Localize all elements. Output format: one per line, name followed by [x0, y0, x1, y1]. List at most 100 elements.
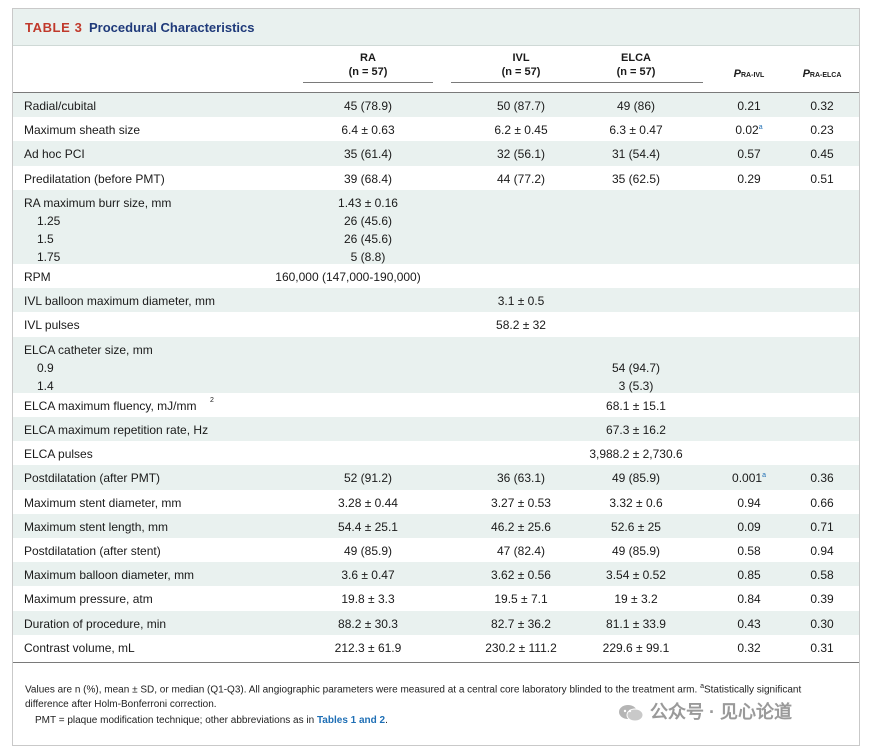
table-row: Contrast volume, mL 212.3 ± 61.9 230.2 ± 1… [13, 635, 859, 659]
cell-ivl: 230.2 ± 111.2 [485, 640, 557, 655]
cell-p2: 0.94 [810, 544, 834, 558]
cell-ivl: 46.2 ± 25.6 [491, 519, 551, 534]
cell-p1: 0.94 [737, 495, 761, 510]
table-row: ELCA pulses 3,988.2 ± 2,730.6 [13, 441, 859, 465]
col-header-p-ra-ivl: PRA-IVL [733, 68, 765, 80]
cell-ivl: 36 (63.1) [496, 471, 546, 486]
cell-p2: 0.36 [810, 471, 834, 486]
significance-marker: a [762, 472, 766, 480]
cell-ivl: 3.27 ± 0.53 [491, 495, 551, 510]
cell-elca: 52.6 ± 25 [611, 519, 661, 534]
cell-p1: 0.29 [737, 171, 761, 186]
table-row: Radial/cubital 45 (78.9) 50 (87.7) 49 (86) 0… [13, 93, 859, 118]
cell-ivl: 32 (56.1) [496, 147, 546, 162]
header-rule-ivl [451, 82, 591, 83]
cell-ra: 35 (61.4) [343, 147, 393, 162]
header-rule-elca [569, 82, 703, 83]
cell-p2: 0.51 [810, 171, 834, 186]
sub-cell-ra: 26 (45.6) [343, 213, 393, 228]
cell-elca: 81.1 ± 33.9 [606, 616, 666, 631]
table-title: Procedural Characteristics [89, 20, 255, 35]
row-label: Duration of procedure, min [24, 616, 167, 631]
table-row: ELCA maximum repetition rate, Hz 67.3 ± 1… [13, 417, 859, 442]
cell-p1: 0.57 [737, 147, 761, 162]
cell-ra: 54.4 ± 25.1 [338, 519, 398, 534]
cell-elca: 3,988.2 ± 2,730.6 [589, 447, 683, 462]
cell-p1: 0.85 [737, 568, 761, 583]
tables-link[interactable]: Tables 1 and 2 [316, 715, 386, 726]
cell-ivl: 44 (77.2) [496, 171, 546, 186]
cell-p1: 0.84 [737, 592, 761, 607]
cell-ivl: 82.7 ± 36.2 [491, 616, 551, 631]
col-header-elca: ELCA (n = 57) [616, 52, 656, 78]
row-label: Maximum stent diameter, mm [24, 495, 182, 510]
cell-ra: 49 (85.9) [343, 544, 393, 558]
cell-ivl: 58.2 ± 32 [496, 318, 546, 333]
cell-elca: 3.32 ± 0.6 [609, 495, 663, 510]
row-label: IVL balloon maximum diameter, mm [24, 294, 215, 309]
table-title-bar: TABLE 3 Procedural Characteristics [13, 9, 859, 46]
table-row: Maximum stent diameter, mm 3.28 ± 0.44 3.2… [13, 490, 859, 514]
row-label: Postdilatation (after PMT) [24, 471, 161, 486]
cell-ivl: 3.1 ± 0.5 [497, 294, 545, 309]
row-label: ELCA maximum repetition rate, Hz [24, 423, 209, 437]
header-rule-ra [303, 82, 433, 83]
cell-elca: 68.1 ± 15.1 [606, 398, 666, 413]
row-label: Maximum pressure, atm [24, 592, 153, 607]
row-label: Ad hoc PCI [24, 147, 85, 162]
cell-ivl: 6.2 ± 0.45 [494, 123, 548, 138]
table-frame: TABLE 3 Procedural Characteristics RA (n … [12, 8, 860, 746]
table-tag: TABLE 3 [25, 20, 83, 35]
cell-ra: 3.28 ± 0.44 [338, 495, 398, 510]
cell-ivl: 3.62 ± 0.56 [491, 568, 551, 583]
cell-p1: 0.43 [737, 616, 761, 631]
cell-ra: 88.2 ± 30.3 [338, 616, 398, 631]
cell-elca: 67.3 ± 16.2 [606, 423, 666, 437]
cell-p1: 0.21 [737, 99, 761, 113]
cell-elca: 6.3 ± 0.47 [609, 123, 663, 138]
cell-elca: 49 (86) [616, 99, 656, 113]
significance-marker: a [758, 124, 763, 132]
cell-p1: 0.02a [735, 123, 763, 138]
row-label: RPM [24, 270, 51, 284]
cell-elca: 49 (85.9) [611, 544, 661, 558]
cell-ra: 19.8 ± 3.3 [341, 592, 395, 607]
watermark-text: 公众号 · 见心论道 [650, 702, 792, 722]
table-row: Postdilatation (after stent) 49 (85.9) 47 … [13, 538, 859, 562]
row-label-superscript: 2 [210, 396, 214, 404]
table-row: Maximum stent length, mm 54.4 ± 25.1 46.2 … [13, 513, 859, 538]
cell-p1: 0.58 [737, 544, 761, 558]
cell-p2: 0.45 [810, 147, 834, 162]
cell-p2: 0.32 [810, 99, 834, 113]
sub-cell-ra: 26 (45.6) [343, 231, 393, 246]
sub-row-label: 0.9 [37, 360, 54, 375]
table-row: Predilatation (before PMT) 39 (68.4) 44 (7… [13, 166, 859, 190]
cell-elca: 3.54 ± 0.52 [606, 568, 666, 583]
cell-p1: 0.09 [737, 519, 761, 534]
row-label: Postdilatation (after stent) [24, 544, 161, 558]
table-bottom-rule [13, 662, 859, 663]
row-label: Predilatation (before PMT) [24, 171, 165, 186]
wechat-icon [619, 705, 644, 722]
cell-p1: 0.001a [732, 471, 766, 486]
cell-ivl: 47 (82.4) [496, 544, 546, 558]
cell-elca: 229.6 ± 99.1 [602, 640, 670, 655]
table-row: IVL balloon maximum diameter, mm 3.1 ± 0.… [13, 288, 859, 313]
cell-ra: 3.6 ± 0.47 [341, 568, 395, 583]
cell-p2: 0.66 [810, 495, 834, 510]
table-row: Postdilatation (after PMT) 52 (91.2) 36 (6… [13, 465, 859, 490]
table-row: RA maximum burr size, mm 1.43 ± 0.16 1.25 2… [13, 189, 859, 264]
row-label: RA maximum burr size, mm [24, 195, 172, 210]
cell-elca: 31 (54.4) [611, 147, 661, 162]
footnote-abbrev: PMT = plaque modification technique; oth… [35, 715, 388, 726]
cell-elca: 19 ± 3.2 [614, 592, 658, 607]
sub-row-label: 1.25 [37, 213, 61, 228]
table-row: Maximum balloon diameter, mm 3.6 ± 0.47 3.… [13, 562, 859, 587]
sub-row-label: 1.75 [37, 249, 61, 264]
cell-elca: 35 (62.5) [611, 171, 661, 186]
table-row: Duration of procedure, min 88.2 ± 30.3 82.… [13, 610, 859, 635]
row-label: IVL pulses [24, 318, 80, 333]
table-row: Ad hoc PCI 35 (61.4) 32 (56.1) 31 (54.4) 0.5… [13, 141, 859, 166]
cell-p2: 0.58 [810, 568, 834, 583]
row-label: Contrast volume, mL [24, 640, 135, 655]
